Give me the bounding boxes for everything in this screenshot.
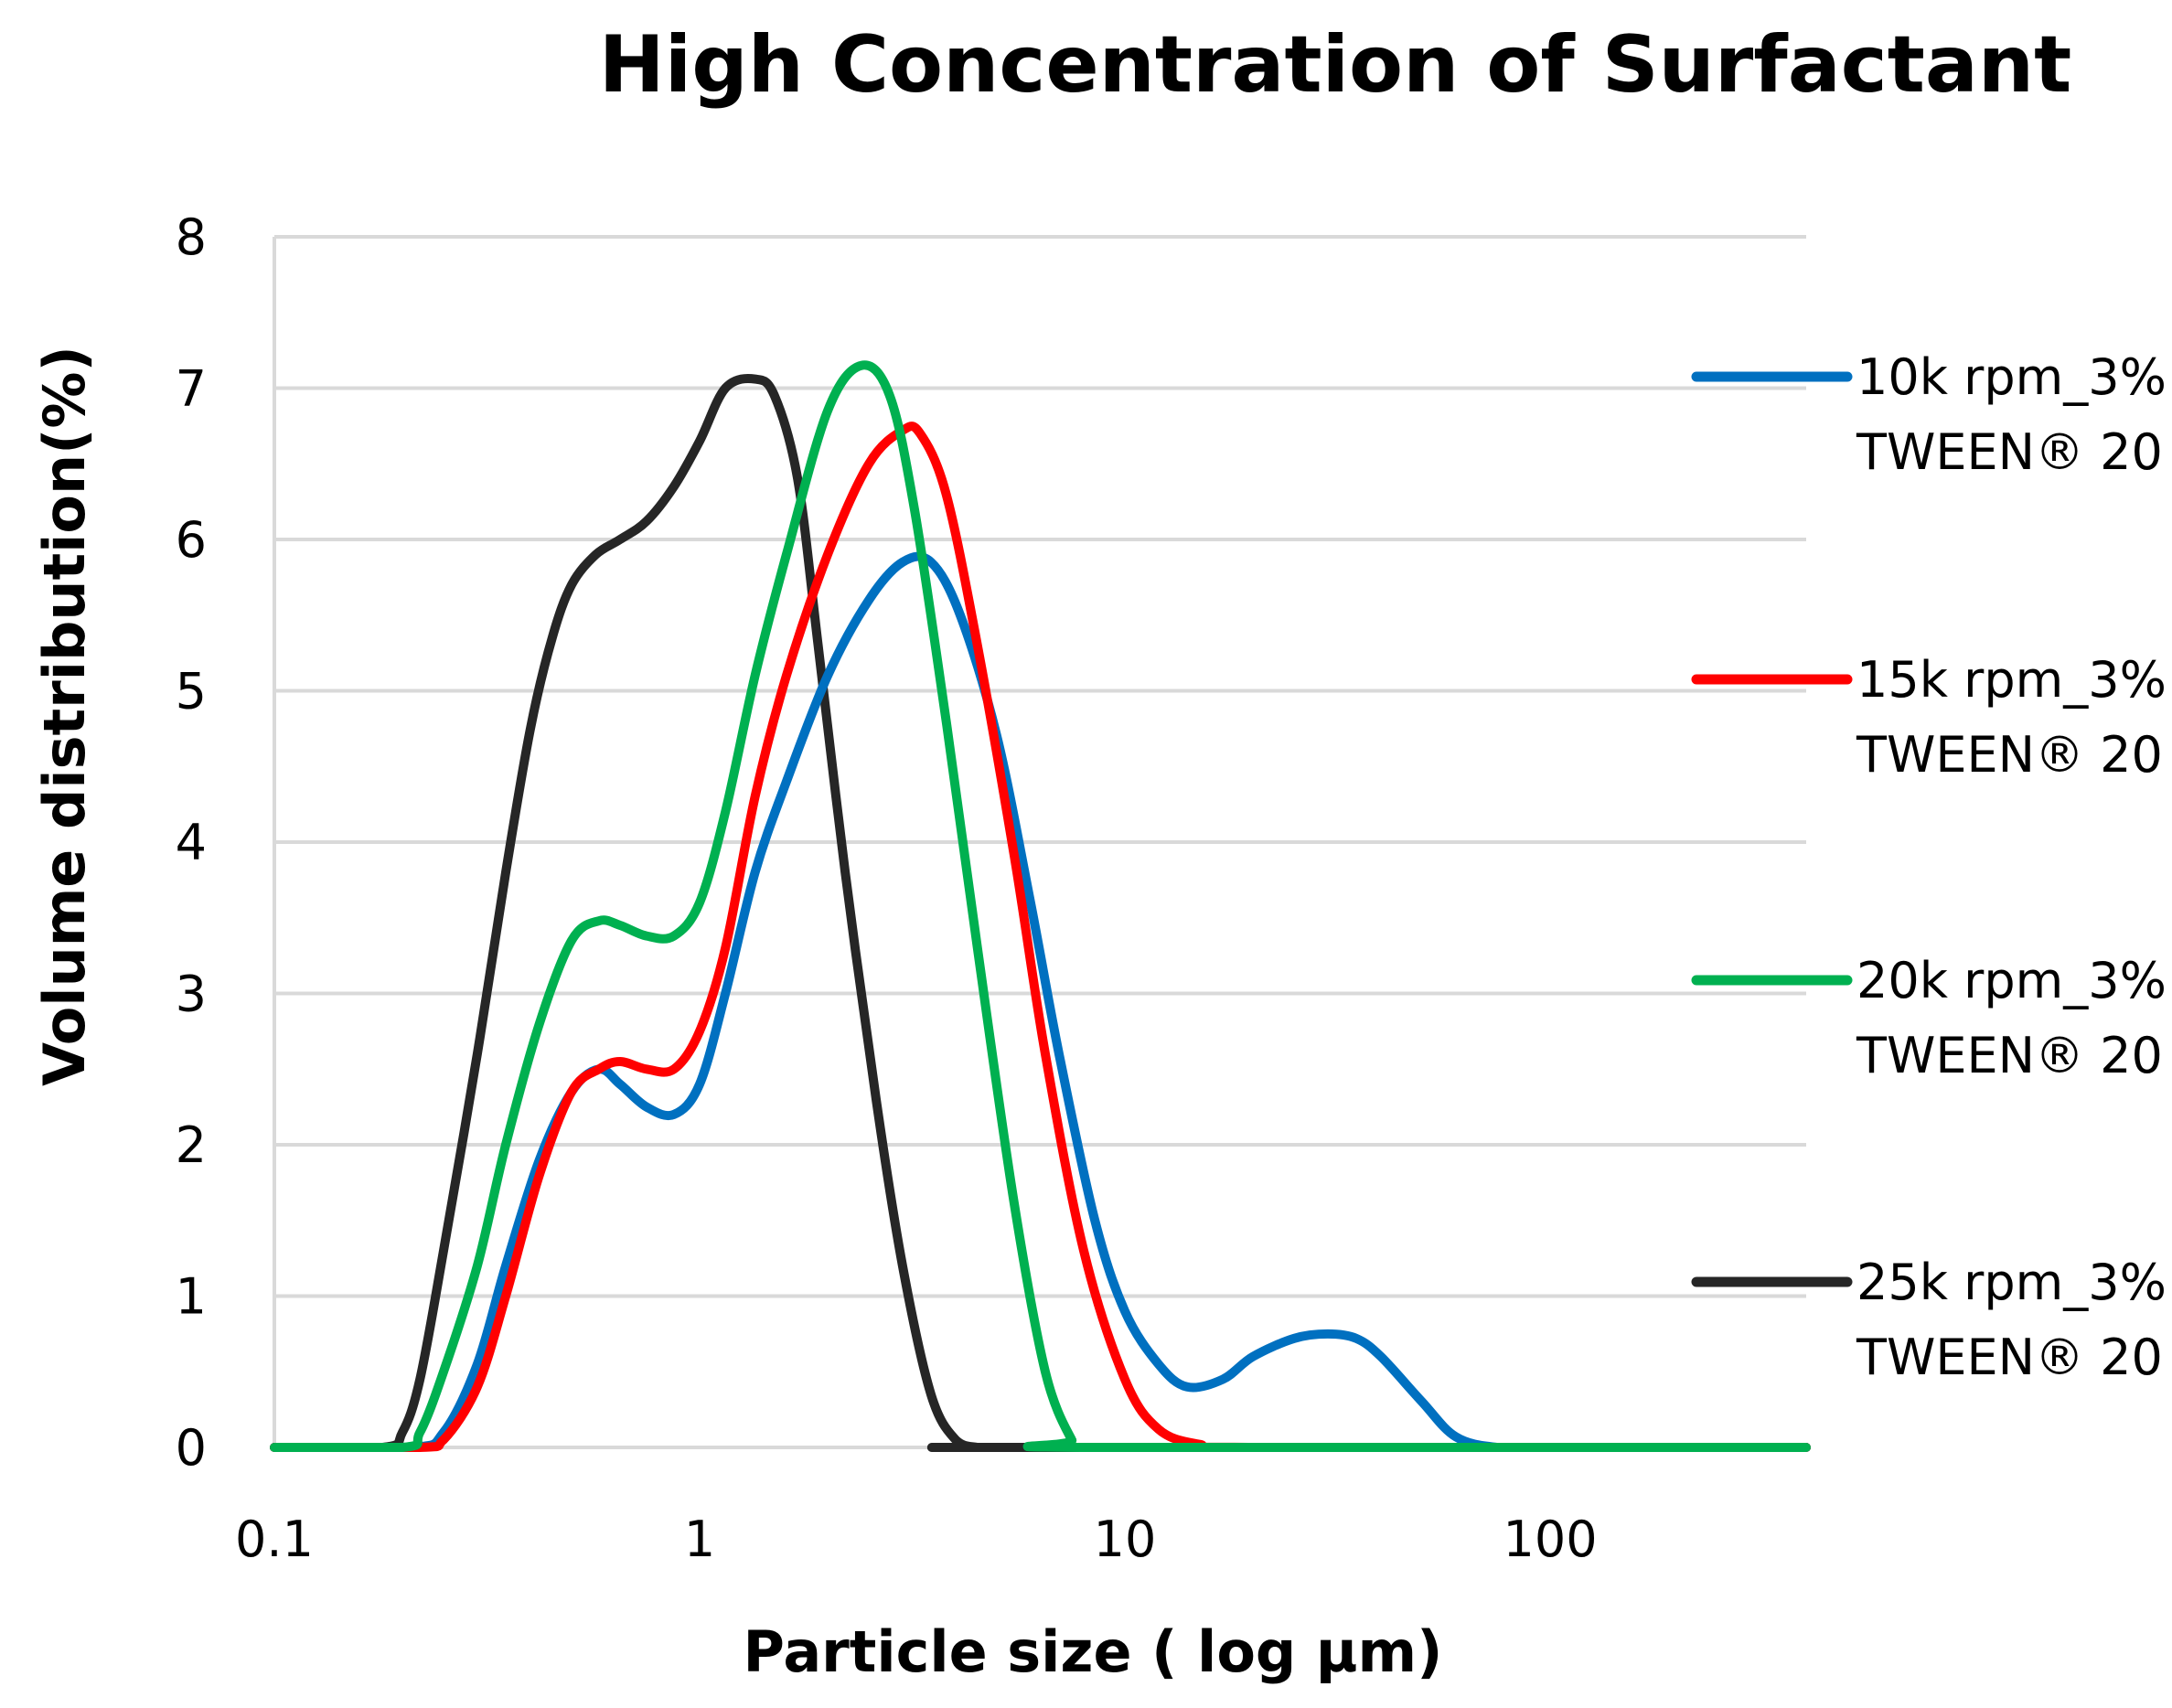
tick-labels: 0 1 2 3 4 5 6 7 8 0.1 1 10 100 (176, 208, 1598, 1568)
y-tick-label: 6 (176, 511, 207, 569)
x-tick-label: 1 (684, 1511, 715, 1568)
x-tick-label: 10 (1094, 1511, 1157, 1568)
x-tick-label: 100 (1503, 1511, 1597, 1568)
y-tick-label: 2 (176, 1116, 207, 1174)
series-line-25k (270, 373, 1811, 1453)
legend-label-line2: TWEEN® 20 (1856, 1329, 2163, 1386)
legend-item-15k: 15k rpm_3% TWEEN® 20 (1691, 651, 2167, 784)
legend-label: 10k rpm_3% (1856, 348, 2167, 406)
legend-item-20k: 20k rpm_3% TWEEN® 20 (1691, 952, 2167, 1084)
y-tick-label: 1 (176, 1268, 207, 1326)
y-tick-label: 8 (176, 208, 207, 266)
legend-item-25k: 25k rpm_3% TWEEN® 20 (1691, 1254, 2167, 1386)
legend-label-line2: TWEEN® 20 (1856, 423, 2163, 481)
y-axis-title: Volume distribution(%) (31, 346, 98, 1086)
legend-label: 20k rpm_3% (1856, 952, 2167, 1009)
x-axis-title: Particle size ( log µm) (744, 1618, 1443, 1685)
series-line-20k (270, 360, 1811, 1453)
series-line-15k (270, 422, 1811, 1453)
legend-label-line2: TWEEN® 20 (1856, 1027, 2163, 1084)
x-tick-label: 0.1 (235, 1511, 314, 1568)
y-tick-label: 3 (176, 966, 207, 1023)
y-tick-label: 4 (176, 814, 207, 871)
legend-label: 25k rpm_3% (1856, 1254, 2167, 1311)
data-series (270, 360, 1811, 1453)
legend-label-line2: TWEEN® 20 (1856, 726, 2163, 784)
y-tick-label: 0 (176, 1419, 207, 1477)
chart-title: High Concentration of Surfactant (599, 19, 2071, 111)
gridlines (274, 235, 1806, 1298)
legend-item-10k: 10k rpm_3% TWEEN® 20 (1691, 348, 2167, 481)
legend-label: 15k rpm_3% (1856, 651, 2167, 709)
y-tick-label: 7 (176, 360, 207, 418)
y-tick-label: 5 (176, 663, 207, 721)
